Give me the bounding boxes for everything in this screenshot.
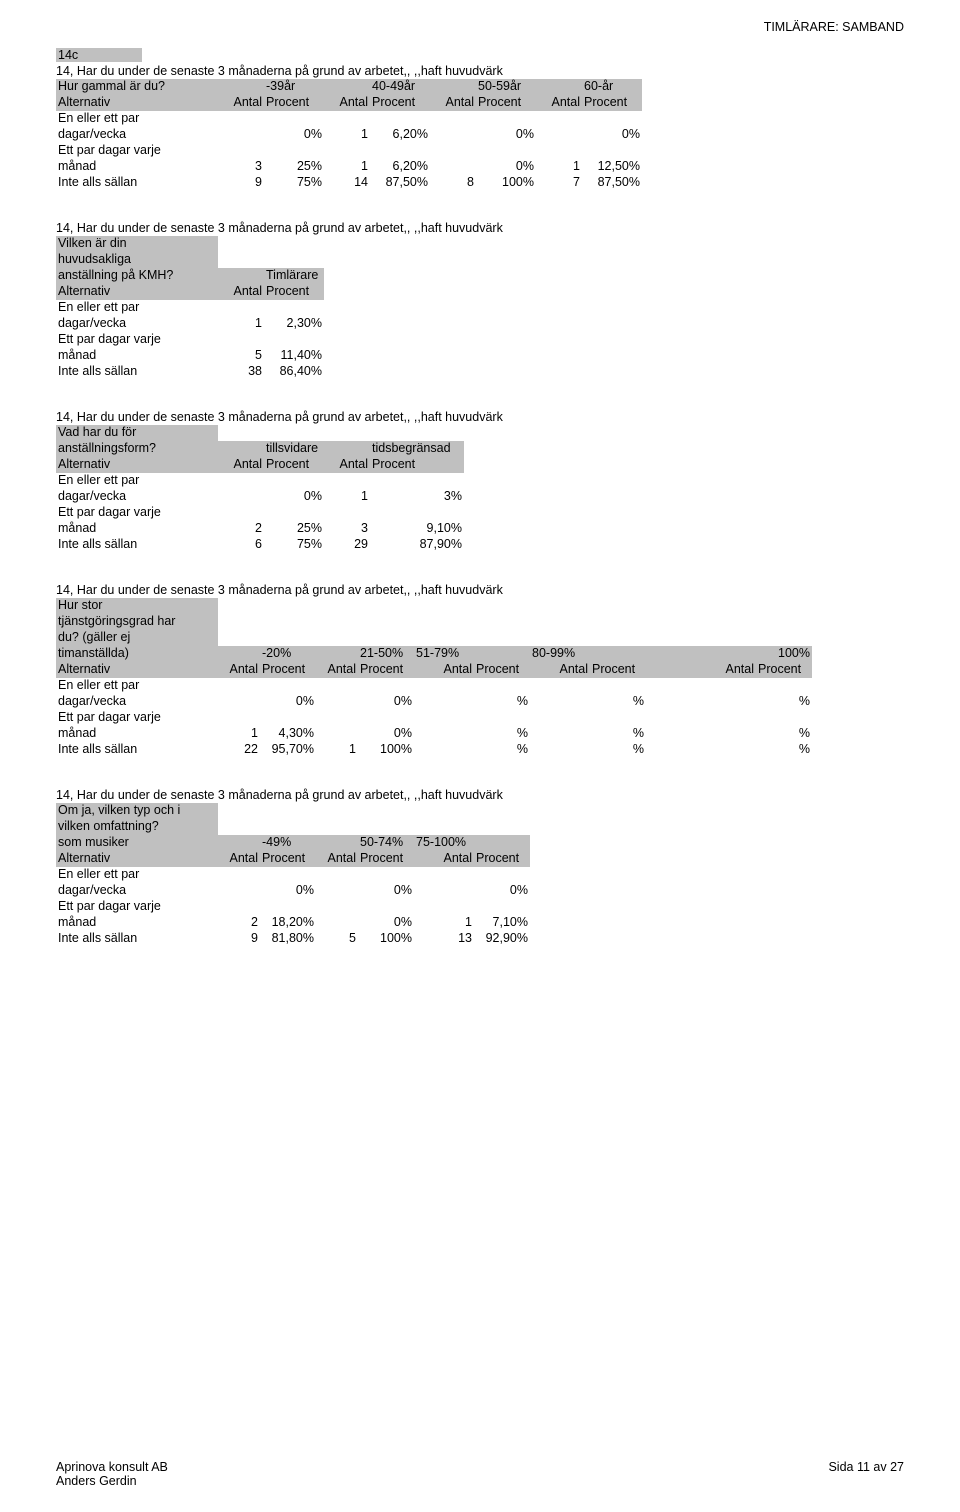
footer-line1: Aprinova konsult AB [56, 1460, 168, 1474]
t1-col-3: 60-år [582, 79, 642, 95]
question-title-5: 14, Har du under de senaste 3 månaderna … [56, 788, 904, 802]
table-2: Vilken är din huvudsakliga anställning p… [56, 236, 324, 380]
t1-sub: Hur gammal är du? [56, 79, 218, 95]
table-row: dagar/vecka 12,30% [56, 316, 324, 332]
t5-col-0: -49% [260, 835, 316, 851]
t4-col-4: 100% [646, 646, 812, 662]
table-row: månad 14,30% 0% % % % [56, 726, 812, 742]
t2-sub: anställning på KMH? [56, 268, 218, 284]
table-row: dagar/vecka 0% 0% 0% [56, 883, 530, 899]
page-number: Sida 11 av 27 [828, 1460, 904, 1474]
question-title-4: 14, Har du under de senaste 3 månaderna … [56, 583, 904, 597]
table-4: Hur stor tjänstgöringsgrad har du? (gäll… [56, 598, 812, 758]
t4-col-3: 80-99% [530, 646, 646, 662]
table-row: Inte alls sällan 3886,40% [56, 364, 324, 380]
table-row: dagar/vecka 0% 13% [56, 489, 464, 505]
table-row: månad 218,20% 0% 17,10% [56, 915, 530, 931]
t1-col-2: 50-59år [476, 79, 536, 95]
question-title-2: 14, Har du under de senaste 3 månaderna … [56, 221, 904, 235]
table-row: Inte alls sällan 2295,70% 1100% % % % [56, 742, 812, 758]
t3-sub: anställningsform? [56, 441, 218, 457]
footer-line2: Anders Gerdin [56, 1474, 137, 1488]
t4-col-1: 21-50% [358, 646, 414, 662]
table-row: Inte alls sällan 675% 2987,90% [56, 537, 464, 553]
t4-sub: timanställda) [56, 646, 218, 662]
table-row: dagar/vecka 0% 0% % % % [56, 694, 812, 710]
t3-col-0: tillsvidare [264, 441, 324, 457]
table-3: Vad har du för anställningsform? tillsvi… [56, 425, 464, 553]
t5-col-2: 75-100% [414, 835, 530, 851]
t4-col-0: -20% [260, 646, 316, 662]
t5-sub: som musiker [56, 835, 218, 851]
table-5: Om ja, vilken typ och i vilken omfattnin… [56, 803, 530, 947]
table-row: Inte alls sällan 975% 1487,50% 8100% 787… [56, 175, 642, 191]
table-row: månad 225% 39,10% [56, 521, 464, 537]
table-row: månad 511,40% [56, 348, 324, 364]
t2-col: Timlärare [264, 268, 324, 284]
table-row: Inte alls sällan 981,80% 5100% 1392,90% [56, 931, 530, 947]
t4-col-2: 51-79% [414, 646, 530, 662]
t1-col-0: -39år [264, 79, 324, 95]
t3-col-1: tidsbegränsad [370, 441, 464, 457]
table-row: dagar/vecka 0% 16,20% 0% 0% [56, 127, 642, 143]
row-label: Alternativ [56, 95, 218, 111]
table-row: månad 325% 16,20% 0% 112,50% [56, 159, 642, 175]
t1-col-1: 40-49år [370, 79, 430, 95]
t5-col-1: 50-74% [358, 835, 414, 851]
question-title-1: 14, Har du under de senaste 3 månaderna … [56, 64, 904, 78]
doc-header: TIMLÄRARE: SAMBAND [56, 20, 904, 34]
question-title-3: 14, Har du under de senaste 3 månaderna … [56, 410, 904, 424]
page-footer: Sida 11 av 27 Aprinova konsult AB Anders… [56, 1460, 904, 1488]
tag-14c: 14c [56, 48, 142, 62]
table-1: Hur gammal är du? -39år 40-49år 50-59år … [56, 79, 642, 191]
